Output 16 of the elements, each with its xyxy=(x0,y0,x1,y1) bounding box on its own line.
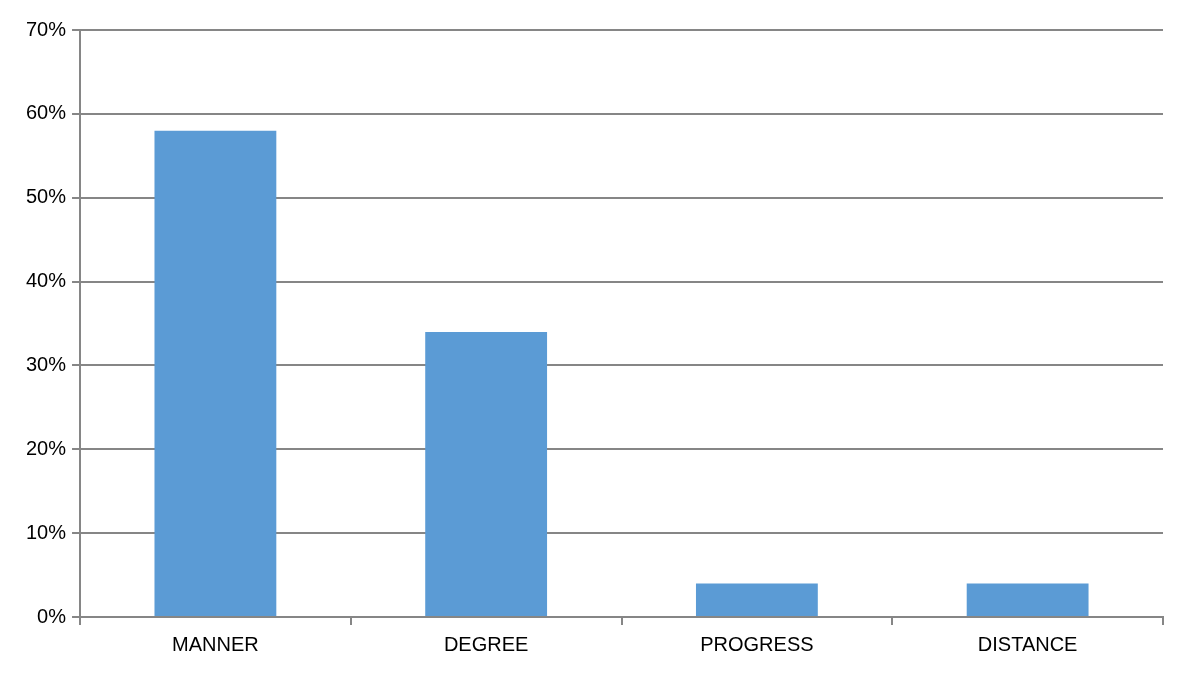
x-tick-label: MANNER xyxy=(172,632,259,655)
y-tick-label: 70% xyxy=(26,17,67,40)
y-tick-label: 40% xyxy=(26,269,67,292)
y-tick-label: 20% xyxy=(26,436,67,459)
bar xyxy=(425,331,548,616)
x-tick-label: PROGRESS xyxy=(700,632,814,655)
x-tick-label: DISTANCE xyxy=(977,632,1078,655)
y-tick-label: 50% xyxy=(26,185,67,208)
bar xyxy=(154,130,277,616)
y-tick-label: 10% xyxy=(26,520,67,543)
y-tick-label: 30% xyxy=(26,352,67,375)
bar xyxy=(966,583,1089,616)
bar xyxy=(695,583,818,616)
x-tick-label: DEGREE xyxy=(443,632,529,655)
y-tick-label: 60% xyxy=(26,101,67,124)
y-tick-label: 0% xyxy=(37,604,67,627)
